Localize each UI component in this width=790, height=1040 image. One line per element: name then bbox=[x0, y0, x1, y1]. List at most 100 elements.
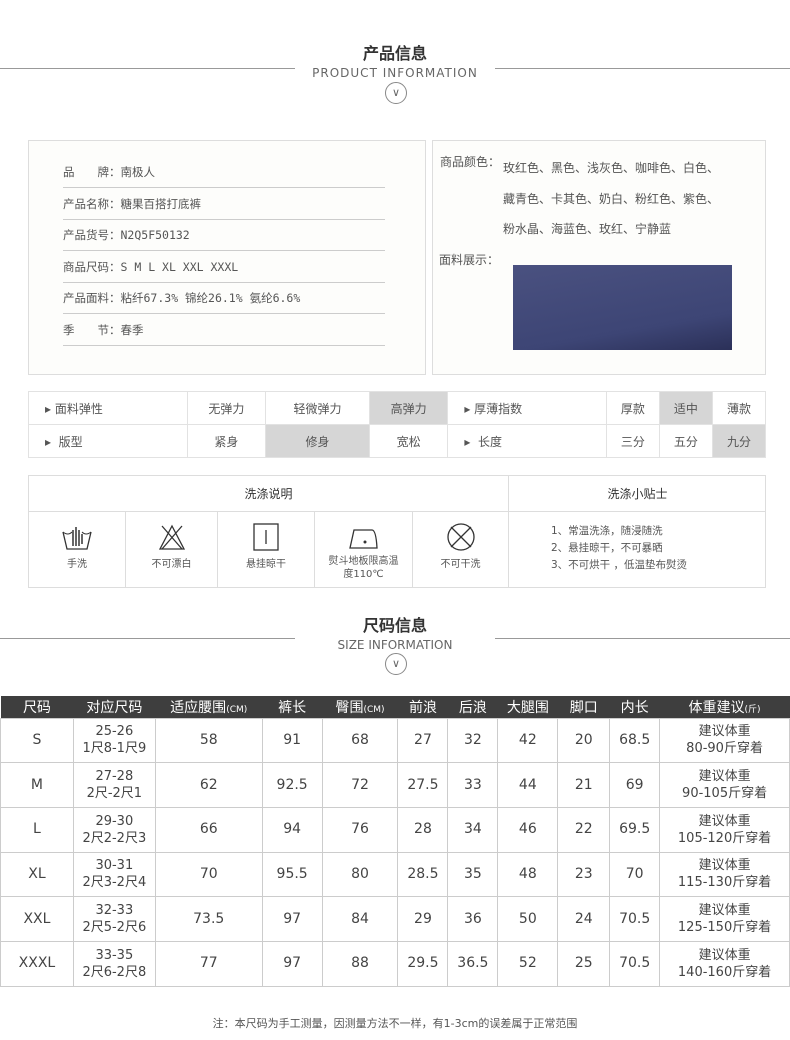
product-info-header: 产品信息 PRODUCT INFORMATION bbox=[0, 40, 790, 80]
size-cell: 70 bbox=[609, 851, 661, 898]
attr-option: 轻微弹力 bbox=[265, 391, 370, 425]
size-cell: 80 bbox=[321, 851, 399, 898]
cell-line: 建议体重 bbox=[698, 724, 751, 740]
size-info-header: 尺码信息 SIZE INFORMATION bbox=[0, 612, 790, 652]
size-cell: 20 bbox=[557, 717, 611, 764]
size-cell: XXL bbox=[0, 896, 74, 942]
size-cell: 27 bbox=[397, 717, 449, 764]
size-cell: 94 bbox=[261, 806, 323, 853]
size-cell: 95.5 bbox=[261, 851, 323, 898]
size-cell: 69.5 bbox=[609, 806, 661, 853]
size-cell: 69 bbox=[609, 762, 661, 808]
cell-line: 29-30 bbox=[95, 813, 134, 829]
size-cell: 29.5 bbox=[397, 940, 449, 987]
section-subtitle: SIZE INFORMATION bbox=[337, 638, 453, 652]
attr-option-selected: 九分 bbox=[711, 424, 767, 458]
cell-line: 2尺3-2尺4 bbox=[82, 875, 147, 891]
attr-option-selected: 修身 bbox=[265, 424, 370, 458]
attr-option: 五分 bbox=[658, 424, 713, 458]
cell-line: 80-90斤穿着 bbox=[686, 741, 763, 757]
size-cell: 66 bbox=[154, 806, 263, 853]
washing-title: 洗涤说明 bbox=[29, 476, 509, 512]
size-row: S 25-26 1尺8-1尺9 58 91 68 27 32 42 20 68.5 建议体重 80-90… bbox=[0, 717, 790, 764]
size-cell: 42 bbox=[497, 717, 559, 764]
wash-item: 手洗 bbox=[29, 512, 126, 588]
size-cell: 21 bbox=[557, 762, 611, 808]
size-cell: 23 bbox=[557, 851, 611, 898]
size-cell: 27-28 2尺-2尺1 bbox=[72, 762, 156, 808]
size-cell: 27.5 bbox=[397, 762, 449, 808]
cell-line: 25-26 bbox=[95, 724, 134, 740]
column-header: 尺码 bbox=[0, 696, 74, 718]
size-cell: 84 bbox=[321, 896, 399, 942]
column-header: 裤长 bbox=[262, 696, 323, 718]
size-cell: 32-33 2尺5-2尺6 bbox=[72, 896, 156, 942]
size-cell: 建议体重 90-105斤穿着 bbox=[659, 762, 790, 808]
wash-label: 悬挂晾干 bbox=[246, 559, 286, 570]
info-label: 产品名称： bbox=[63, 196, 121, 211]
info-value: S M L XL XXL XXXL bbox=[120, 259, 239, 274]
cell-line: 32-33 bbox=[95, 903, 134, 919]
size-cell: 30-31 2尺3-2尺4 bbox=[72, 851, 156, 898]
size-cell: 28.5 bbox=[397, 851, 449, 898]
size-cell: 77 bbox=[154, 940, 263, 987]
size-note: 注：本尺码为手工测量，因测量方法不一样，有1-3cm的误差属于正常范围 bbox=[212, 1017, 578, 1030]
iron-icon bbox=[348, 529, 378, 549]
size-cell: 68 bbox=[321, 717, 399, 764]
cell-line: 建议体重 bbox=[698, 769, 751, 785]
size-cell: 33-35 2尺6-2尺8 bbox=[72, 940, 156, 987]
cell-line: 105-120斤穿着 bbox=[677, 830, 772, 846]
cell-line: 2尺6-2尺8 bbox=[82, 964, 147, 980]
info-row: 商品尺码：S M L XL XXL XXXL bbox=[63, 253, 385, 283]
size-cell: 73.5 bbox=[154, 896, 263, 942]
cell-line: 建议体重 bbox=[698, 903, 751, 919]
wash-item: 悬挂晾干 bbox=[218, 512, 315, 588]
attr-option: 宽松 bbox=[368, 424, 449, 458]
size-cell: XXXL bbox=[0, 940, 74, 987]
attr-option: 三分 bbox=[605, 424, 660, 458]
column-header: 大腿围 bbox=[497, 696, 558, 718]
column-header: 臀围(CM) bbox=[322, 696, 398, 718]
colors-line: 玫红色、黑色、浅灰色、咖啡色、白色、 bbox=[503, 161, 720, 175]
info-row: 产品货号：N2Q5F50132 bbox=[63, 221, 385, 251]
wash-label: 不可漂白 bbox=[151, 559, 192, 570]
size-cell: 70.5 bbox=[609, 896, 661, 942]
column-header: 适应腰围(CM) bbox=[155, 696, 263, 718]
info-value: 春季 bbox=[120, 322, 144, 337]
attr-label: ▸ 面料弹性 bbox=[28, 391, 188, 425]
size-cell: 33 bbox=[447, 762, 499, 808]
info-row: 产品名称：糖果百搭打底裤 bbox=[63, 190, 385, 220]
info-label: 商品尺码： bbox=[63, 259, 121, 274]
size-table: 尺码 对应尺码 适应腰围(CM) 裤长 臀围(CM) 前浪 后浪 大腿围 脚口 内长 体重建议(斤)… bbox=[0, 696, 790, 987]
size-cell: XL bbox=[0, 851, 74, 898]
cell-line: 建议体重 bbox=[698, 813, 751, 829]
product-details-panel: 品 牌：南极人 产品名称：糖果百搭打底裤 产品货号：N2Q5F50132 商品尺码：S… bbox=[28, 140, 426, 375]
size-cell: 58 bbox=[154, 717, 263, 764]
size-cell: 24 bbox=[557, 896, 611, 942]
size-cell: 70.5 bbox=[609, 940, 661, 987]
size-cell: 35 bbox=[447, 851, 499, 898]
section-subtitle: PRODUCT INFORMATION bbox=[312, 66, 478, 80]
wash-item: 不可漂白 bbox=[126, 512, 218, 588]
size-row: XXXL 33-35 2尺6-2尺8 77 97 88 29.5 36.5 52 25 70.5 建议… bbox=[0, 940, 790, 987]
divider bbox=[0, 638, 295, 639]
washing-panel: 洗涤说明 洗涤小贴士 手洗 不可漂白 悬挂晾干 熨斗地板限高温度110℃ 不可干… bbox=[28, 475, 766, 588]
info-label: 品 牌： bbox=[63, 165, 121, 179]
size-cell: 46 bbox=[497, 806, 559, 853]
cell-line: 1尺8-1尺9 bbox=[82, 741, 147, 757]
size-row: M 27-28 2尺-2尺1 62 92.5 72 27.5 33 44 21 69 建议体重 90-1… bbox=[0, 762, 790, 808]
column-header: 对应尺码 bbox=[73, 696, 156, 718]
size-cell: 88 bbox=[321, 940, 399, 987]
attr-option: 厚款 bbox=[605, 391, 660, 425]
info-value: 粘纤67.3% 锦纶26.1% 氨纶6.6% bbox=[120, 291, 301, 305]
info-label: 产品面料： bbox=[63, 291, 121, 305]
cell-line: 33-35 bbox=[95, 947, 134, 963]
attr-label: ▸ 厚薄指数 bbox=[447, 391, 607, 425]
wash-item: 熨斗地板限高温度110℃ bbox=[315, 512, 413, 588]
size-cell: 76 bbox=[321, 806, 399, 853]
hand-wash-icon bbox=[62, 527, 92, 550]
attr-option: 薄款 bbox=[711, 391, 767, 425]
size-cell: 建议体重 125-150斤穿着 bbox=[659, 896, 790, 942]
size-row: XXL 32-33 2尺5-2尺6 73.5 97 84 29 36 50 24 70.5 建议体重 1… bbox=[0, 896, 790, 942]
size-cell: 97 bbox=[261, 940, 323, 987]
